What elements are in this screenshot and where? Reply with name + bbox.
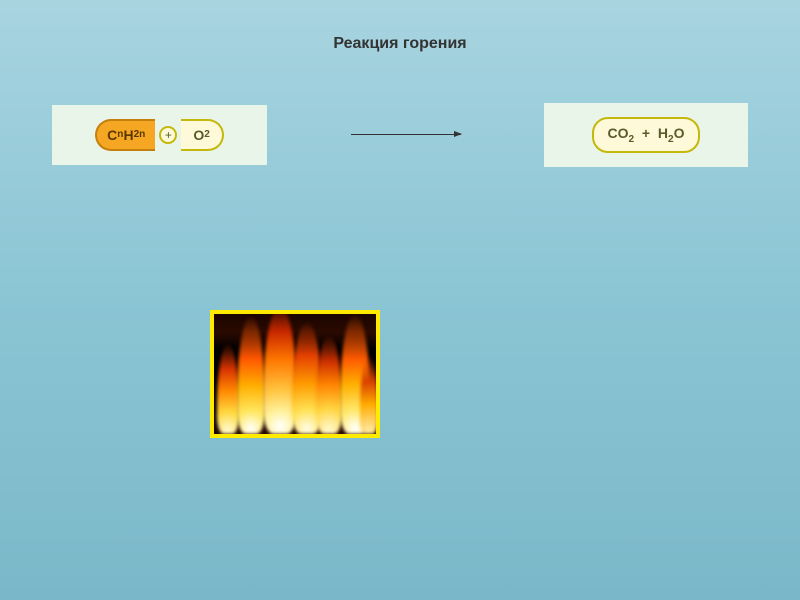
fire-illustration [214, 314, 376, 434]
reactant-1: CnH2n [95, 119, 155, 151]
plus-icon: + [159, 126, 177, 144]
flame-icon [237, 316, 265, 434]
reactant-2: O2 [181, 119, 224, 151]
reaction-arrow [331, 134, 481, 135]
reactants-box: CnH2n + O2 [52, 105, 267, 165]
equation-row: CnH2n + O2 CO2 + H2O [0, 103, 800, 167]
arrow-icon [351, 134, 461, 135]
slide-title: Реакция горения [0, 0, 800, 53]
flame-icon [316, 336, 342, 434]
products-box: CO2 + H2O [544, 103, 748, 167]
flame-icon [217, 344, 239, 434]
flame-icon [360, 356, 378, 434]
reactant-pill-group: CnH2n + O2 [95, 119, 224, 151]
combustion-image [210, 310, 380, 438]
products: CO2 + H2O [592, 117, 701, 153]
